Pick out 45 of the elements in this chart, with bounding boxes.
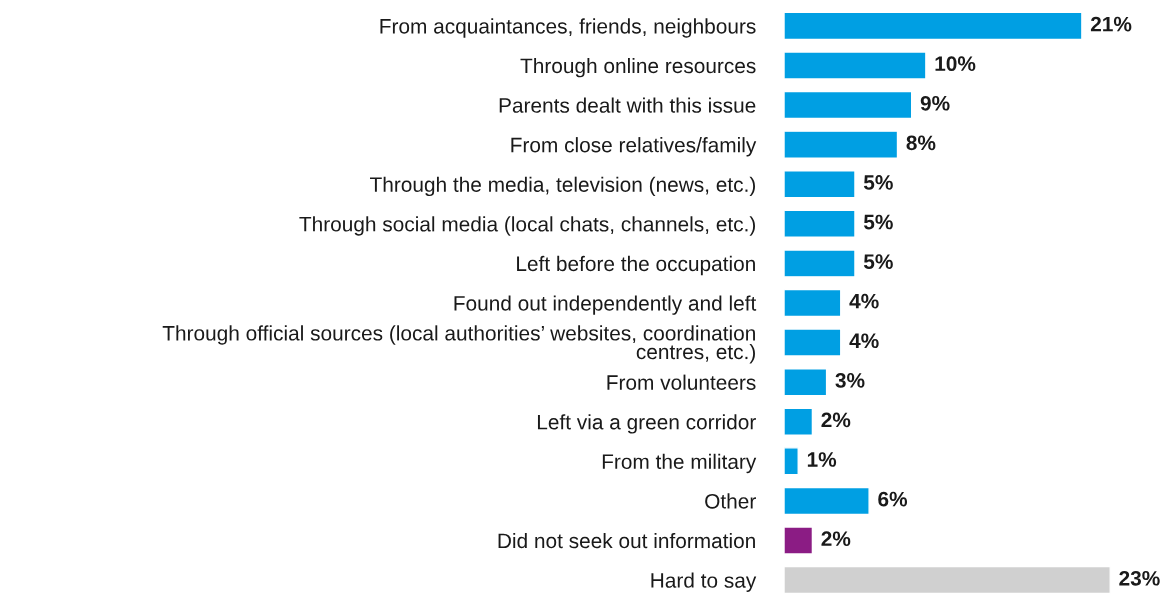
y-tick-label: Through official sources (local authorities’ websites, coordination centres, etc.) xyxy=(162,325,755,364)
y-tick-label: From acquaintances, friends, neighbours xyxy=(380,18,756,38)
bar xyxy=(784,249,856,278)
bar xyxy=(784,328,842,357)
y-tick-label: Left before the occupation xyxy=(517,255,755,276)
data-label: 23% xyxy=(1119,570,1160,586)
data-label: 4% xyxy=(849,293,879,309)
y-tick-label: Did not seek out information xyxy=(498,532,755,549)
data-label: 9% xyxy=(920,95,950,111)
y-tick-label: Parents dealt with this issue xyxy=(499,97,756,113)
data-label: 1% xyxy=(807,452,837,467)
data-label: 21% xyxy=(1090,16,1132,32)
bar xyxy=(784,565,1111,595)
data-label: 2% xyxy=(821,531,851,547)
y-tick-label: Other xyxy=(705,493,756,509)
data-label: 4% xyxy=(849,333,879,349)
bar xyxy=(784,486,870,516)
data-label: 5% xyxy=(863,214,893,230)
y-tick-label: Found out independently and left xyxy=(454,295,757,315)
bar xyxy=(784,447,799,476)
bar xyxy=(784,288,842,318)
data-label: 2% xyxy=(821,412,851,428)
bar xyxy=(784,407,814,436)
data-label: 6% xyxy=(878,491,908,507)
bar xyxy=(784,51,927,80)
y-tick-label: Through online resources xyxy=(520,57,756,78)
y-tick-label: Through social media (local chats, channels, etc.) xyxy=(299,216,756,236)
data-label: 8% xyxy=(906,135,936,151)
y-tick-label: Through the media, television (news, etc.) xyxy=(370,176,755,197)
y-tick-label: From volunteers xyxy=(607,374,756,390)
bar xyxy=(784,11,1083,41)
bar xyxy=(784,209,856,238)
bar xyxy=(784,90,913,120)
data-label: 5% xyxy=(863,254,893,269)
bar xyxy=(784,130,899,159)
y-tick-label: From close relatives/family xyxy=(511,137,757,157)
y-tick-label: Hard to say xyxy=(651,572,757,592)
bar xyxy=(784,526,814,555)
y-tick-label: Left via a green corridor xyxy=(537,414,756,434)
bar xyxy=(784,170,856,199)
bar xyxy=(784,367,828,397)
data-label: 5% xyxy=(863,175,893,190)
data-label: 10% xyxy=(935,56,976,72)
y-tick-label: From the military xyxy=(602,453,757,474)
data-label: 3% xyxy=(835,372,865,388)
